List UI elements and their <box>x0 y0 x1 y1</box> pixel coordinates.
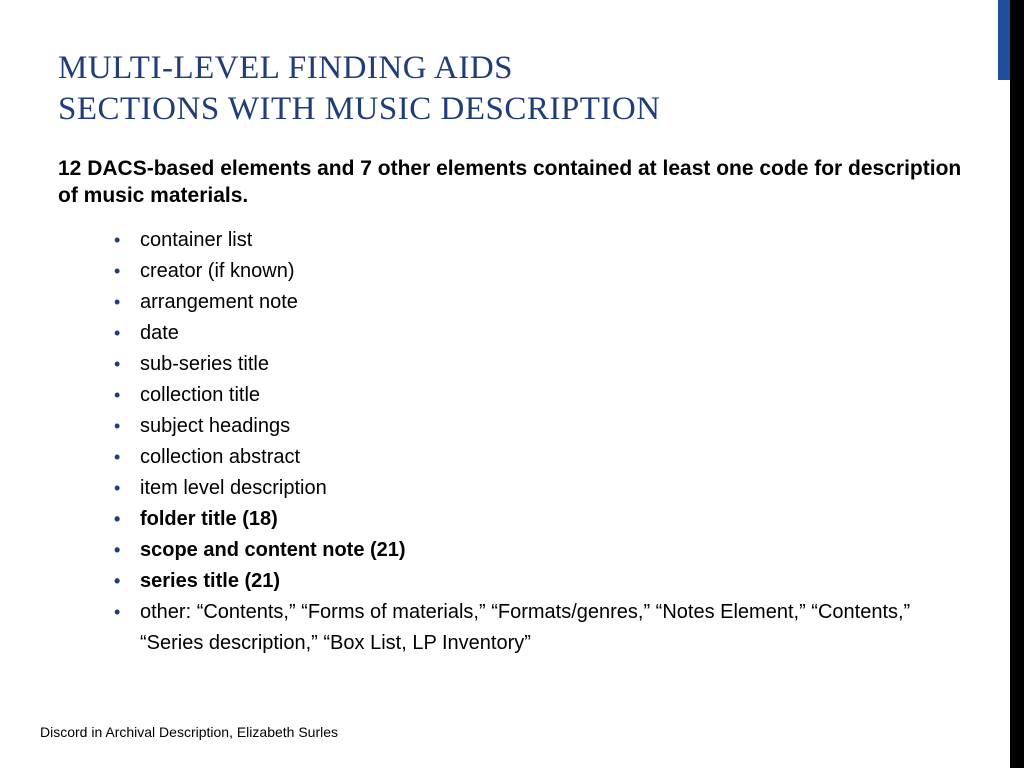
list-item: other: “Contents,” “Forms of materials,”… <box>114 597 964 659</box>
list-item: sub-series title <box>114 349 964 380</box>
bullet-list: container listcreator (if known)arrangem… <box>58 225 964 659</box>
list-item: folder title (18) <box>114 504 964 535</box>
title-line-1: MULTI-LEVEL FINDING AIDS <box>58 50 513 86</box>
list-item: item level description <box>114 473 964 504</box>
list-item: scope and content note (21) <box>114 535 964 566</box>
list-item: collection abstract <box>114 442 964 473</box>
slide-subtitle: 12 DACS-based elements and 7 other eleme… <box>58 155 964 210</box>
accent-bar-blue <box>998 0 1010 80</box>
list-item: date <box>114 318 964 349</box>
slide-title: MULTI-LEVEL FINDING AIDS SECTIONS WITH M… <box>58 48 964 131</box>
list-item: container list <box>114 225 964 256</box>
title-line-2: SECTIONS WITH MUSIC DESCRIPTION <box>58 91 661 127</box>
slide-content: MULTI-LEVEL FINDING AIDS SECTIONS WITH M… <box>0 0 1024 659</box>
list-item: arrangement note <box>114 287 964 318</box>
slide-footer: Discord in Archival Description, Elizabe… <box>40 724 338 740</box>
list-item: collection title <box>114 380 964 411</box>
list-item: series title (21) <box>114 566 964 597</box>
list-item: subject headings <box>114 411 964 442</box>
list-item: creator (if known) <box>114 256 964 287</box>
accent-bar-black <box>1010 0 1024 768</box>
